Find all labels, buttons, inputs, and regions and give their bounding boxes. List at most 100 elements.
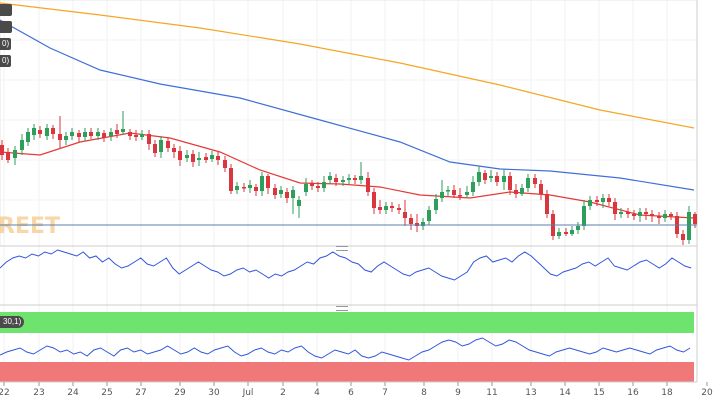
candle-body: [185, 155, 189, 158]
candle-body: [359, 176, 363, 180]
candle-body: [378, 207, 382, 210]
candle-body: [465, 192, 469, 195]
candle-body: [514, 190, 518, 194]
candle-body: [235, 186, 239, 190]
x-tick-label: 7: [382, 388, 388, 398]
candle-body: [26, 132, 30, 142]
candle-body: [216, 156, 220, 160]
x-tick-label: 20: [701, 388, 713, 398]
candle-body: [197, 158, 201, 160]
candle-body: [520, 188, 524, 194]
legend-badge[interactable]: 0): [0, 55, 12, 67]
panel-resize-handle[interactable]: [336, 306, 348, 311]
candle-body: [210, 155, 214, 159]
candle-body: [452, 190, 456, 195]
candle-body: [6, 152, 10, 160]
candle-body: [576, 226, 580, 230]
candle-body: [526, 178, 530, 188]
candle-body: [545, 194, 549, 214]
x-tick-label: 14: [559, 388, 571, 398]
candle-body: [109, 132, 113, 136]
candle-body: [51, 128, 55, 134]
candle-body: [115, 130, 119, 134]
candle-body: [582, 206, 586, 226]
candle-body: [242, 187, 246, 189]
oscillator-line: [0, 337, 691, 361]
candle-body: [564, 232, 568, 234]
candle-body: [102, 133, 106, 138]
candle-body: [588, 200, 592, 206]
candle-body: [322, 182, 326, 188]
x-tick-label: 9: [455, 388, 461, 398]
legend-badge[interactable]: [0, 21, 12, 33]
rsi-line: [0, 249, 692, 281]
candle-body: [477, 172, 481, 182]
candle-body: [427, 210, 431, 221]
candle-body: [77, 133, 81, 137]
candle-body: [632, 214, 636, 216]
sma-long-line: [0, 2, 695, 129]
candle-body: [353, 178, 357, 180]
candle-body: [595, 200, 599, 202]
candle-body: [13, 150, 17, 158]
legend-badge[interactable]: [0, 4, 12, 16]
candle-body: [45, 128, 49, 136]
candle-body: [341, 180, 345, 182]
indicator-label[interactable]: 30,1): [0, 316, 25, 328]
candle-body: [508, 176, 512, 190]
candle-body: [316, 186, 320, 188]
candle-body: [471, 182, 475, 192]
candle-body: [626, 212, 630, 214]
x-tick-label: 13: [525, 388, 536, 398]
candle-body: [147, 134, 151, 144]
candle-body: [229, 168, 233, 191]
x-tick-label: 8: [421, 388, 427, 398]
candle-body: [291, 190, 295, 198]
candle-body: [191, 154, 195, 162]
candle-body: [260, 176, 264, 191]
candle-body: [421, 222, 425, 226]
x-tick-label: 2: [280, 388, 286, 398]
candle-body: [502, 176, 506, 182]
candle-body: [64, 136, 68, 140]
x-tick-label: 15: [593, 388, 604, 398]
candle-body: [153, 144, 157, 153]
candle-body: [681, 234, 685, 240]
candle-body: [223, 160, 227, 168]
candle-body: [403, 212, 407, 218]
watermark: REET: [0, 214, 60, 239]
x-tick-label: 30: [208, 388, 220, 398]
overbought-band: [0, 312, 694, 333]
candle-body: [409, 218, 413, 224]
x-tick-label: 22: [0, 388, 10, 398]
candle-body: [384, 206, 388, 210]
x-tick-label: 11: [486, 388, 497, 398]
candle-body: [347, 178, 351, 180]
panel-resize-handle[interactable]: [336, 246, 348, 251]
candle-body: [159, 140, 163, 152]
candle-body: [254, 187, 258, 191]
candle-body: [650, 214, 654, 216]
candle-body: [372, 192, 376, 208]
candle-body: [495, 176, 499, 182]
x-tick-label: 6: [348, 388, 354, 398]
candle-body: [669, 214, 673, 216]
x-tick-label: Jul: [242, 388, 254, 398]
candle-body: [489, 176, 493, 178]
candle-body: [266, 176, 270, 188]
candle-body: [121, 129, 125, 132]
candle-body: [533, 178, 537, 184]
candle-body: [644, 212, 648, 214]
candle-body: [539, 184, 543, 194]
x-tick-label: 23: [33, 388, 44, 398]
candle-body: [58, 134, 62, 140]
candle-body: [38, 130, 42, 134]
candle-body: [657, 216, 661, 218]
candle-body: [328, 176, 332, 180]
legend-badge[interactable]: 0): [0, 38, 12, 50]
x-tick-label: 18: [661, 388, 673, 398]
candle-body: [390, 206, 394, 208]
x-tick-label: 27: [135, 388, 146, 398]
candle-body: [83, 132, 87, 137]
